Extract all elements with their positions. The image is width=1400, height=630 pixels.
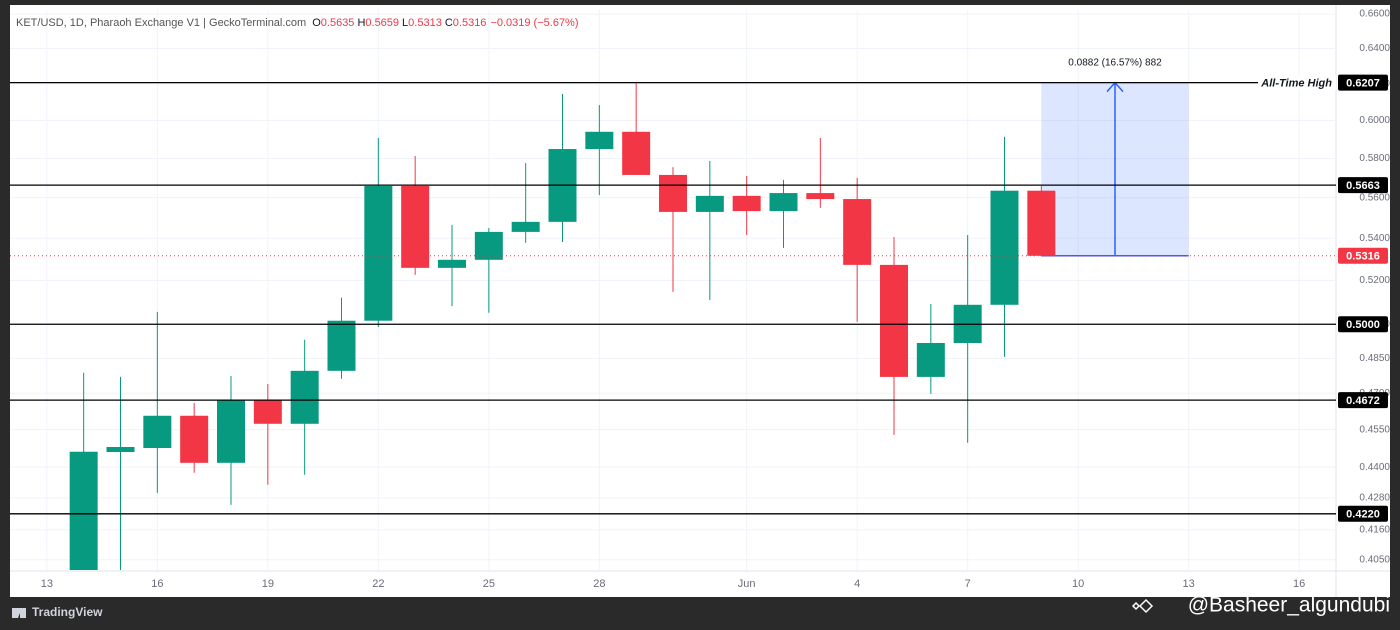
candle-body xyxy=(769,193,798,212)
ohlc-label: O xyxy=(312,17,321,29)
y-tick-label: 0.4400 xyxy=(1359,462,1390,473)
measure-label: 0.0882 (16.57%) 882 xyxy=(1068,57,1162,68)
change: −0.0319 (−5.67%) xyxy=(490,17,578,29)
x-tick-label: 4 xyxy=(854,578,860,590)
y-tick-label: 0.4160 xyxy=(1359,524,1390,535)
candle-body xyxy=(916,342,945,377)
candle-body xyxy=(290,370,319,424)
ohlc-value: 0.5635 xyxy=(321,17,355,29)
y-tick-label: 0.4050 xyxy=(1359,554,1390,565)
level-tag xyxy=(1338,316,1388,333)
watermark: @Basheer_algundubi xyxy=(1188,594,1390,617)
candle-body xyxy=(990,190,1019,305)
candle-body xyxy=(622,131,651,175)
ohlc-label: C xyxy=(445,17,453,29)
ohlc-value: 0.5659 xyxy=(365,17,399,29)
y-tick-label: 0.5200 xyxy=(1359,275,1390,286)
symbol: KET/USD, 1D, Pharaoh Exchange V1 | Gecko… xyxy=(16,17,306,29)
level-tag xyxy=(1338,392,1388,409)
candle-body xyxy=(695,195,724,212)
candle-body xyxy=(659,174,687,212)
y-tick-label: 0.6600 xyxy=(1359,9,1390,20)
level-tag xyxy=(1338,505,1388,522)
candle-body xyxy=(401,185,430,268)
candle-body xyxy=(327,320,356,371)
candle-body xyxy=(880,264,908,377)
candle-body xyxy=(180,415,209,463)
candle-body xyxy=(843,199,872,265)
x-tick-label: 10 xyxy=(1072,578,1084,590)
candle-body xyxy=(806,193,835,200)
level-name: All-Time High xyxy=(1260,78,1332,90)
candle-body xyxy=(364,185,393,321)
x-tick-label: 13 xyxy=(1183,578,1195,590)
plot xyxy=(10,81,1336,570)
candle-body xyxy=(511,221,540,232)
level-tag xyxy=(1338,177,1388,194)
level-tag xyxy=(1338,74,1388,91)
y-tick-label: 0.4850 xyxy=(1359,353,1390,364)
watermark-logo xyxy=(1131,598,1154,614)
last-price-tag xyxy=(1338,247,1388,264)
level-label: 0.4672 xyxy=(1346,395,1380,407)
y-tick-label: 0.5400 xyxy=(1359,233,1390,244)
x-tick-label: 13 xyxy=(41,578,53,590)
x-tick-label: 7 xyxy=(965,578,971,590)
brand: TradingView xyxy=(32,605,103,619)
x-tick-label: 22 xyxy=(372,578,384,590)
ohlc-label: H xyxy=(357,17,365,29)
candle-body xyxy=(732,195,761,212)
level-label: 0.5000 xyxy=(1346,319,1380,331)
last-price-label: 0.5316 xyxy=(1346,251,1380,263)
y-tick-label: 0.6000 xyxy=(1359,115,1390,126)
candle-body xyxy=(217,399,245,463)
level-name-bg xyxy=(1258,75,1336,90)
y-tick-label: 0.5600 xyxy=(1359,192,1390,203)
y-tick-label: 0.4280 xyxy=(1359,493,1390,504)
candle-body xyxy=(585,131,614,150)
y-tick-label: 0.4550 xyxy=(1359,424,1390,435)
x-tick-label: Jun xyxy=(738,578,756,590)
ohlc: O0.5635 H0.5659 L0.5313 C0.5316 xyxy=(312,17,486,29)
ohlc-value: 0.5313 xyxy=(408,17,442,29)
ohlc-value: 0.5316 xyxy=(453,17,487,29)
header: KET/USD, 1D, Pharaoh Exchange V1 | Gecko… xyxy=(16,17,579,29)
x-tick-label: 16 xyxy=(151,578,163,590)
y-tick-label: 0.5800 xyxy=(1359,153,1390,164)
candle-body xyxy=(1027,190,1056,256)
x-tick-label: 19 xyxy=(262,578,274,590)
level-label: 0.4220 xyxy=(1346,509,1380,521)
overlay: 0.0882 (16.57%) 882 0.5316 All-Time High 0.… xyxy=(10,57,1388,522)
ohlc-label: L xyxy=(402,17,408,29)
x-tick-label: 16 xyxy=(1293,578,1305,590)
candle-body xyxy=(143,415,172,448)
candle-body xyxy=(253,399,282,424)
level-label: 0.6207 xyxy=(1346,78,1380,90)
x-tick-label: 25 xyxy=(483,578,495,590)
candle-body xyxy=(106,446,135,452)
level-label: 0.5663 xyxy=(1346,180,1380,192)
y-tick-label: 0.6400 xyxy=(1359,43,1390,54)
candle-body xyxy=(438,259,466,268)
candle-body xyxy=(474,231,503,260)
brand-logo xyxy=(12,608,26,618)
x-tick-label: 28 xyxy=(593,578,605,590)
candle-body xyxy=(69,451,98,570)
